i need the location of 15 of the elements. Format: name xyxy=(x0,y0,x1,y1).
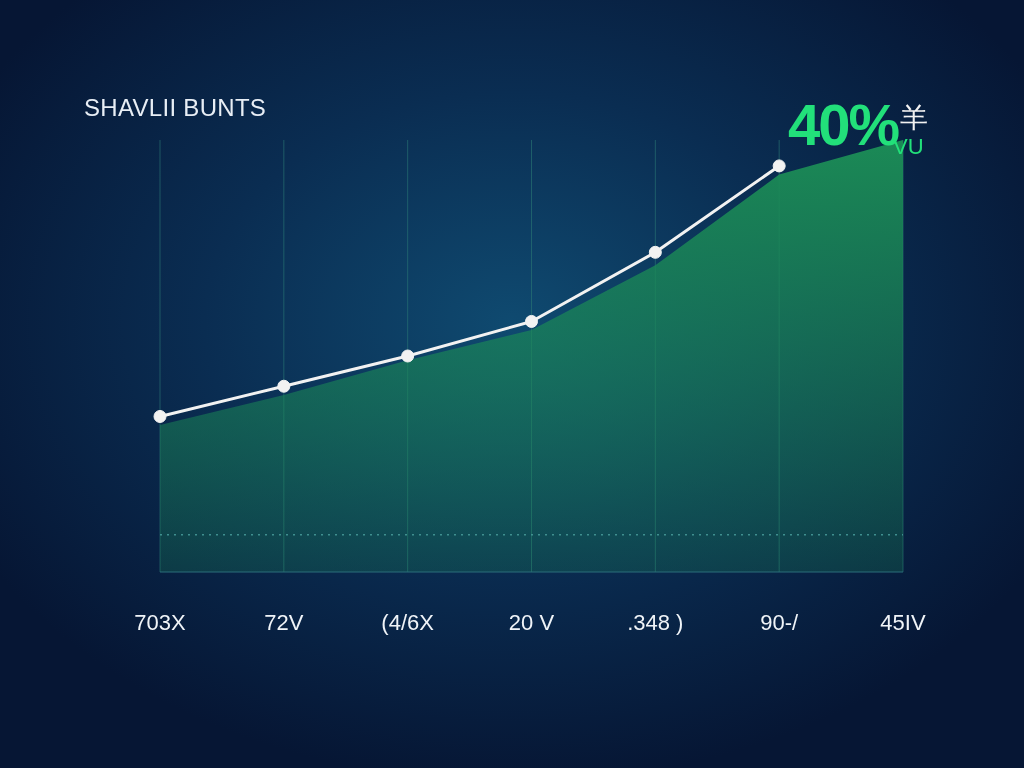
x-tick-label: 45IV xyxy=(880,609,926,635)
text: 羊 xyxy=(900,102,928,133)
chart-title: SHAVLII BUNTS xyxy=(84,94,267,122)
x-tick-label: 20 V xyxy=(508,609,555,635)
x-tick-label: (4/6X xyxy=(381,609,435,635)
point xyxy=(401,349,415,363)
point xyxy=(648,245,662,259)
point xyxy=(153,409,167,423)
x-tick-label: 90-/ xyxy=(760,609,799,635)
x-tick-label: 703X xyxy=(134,609,187,635)
point xyxy=(772,159,786,173)
x-tick-label: 72V xyxy=(264,609,304,635)
point xyxy=(525,314,538,328)
x-tick-label: .348 ) xyxy=(627,609,684,635)
point xyxy=(277,379,291,393)
